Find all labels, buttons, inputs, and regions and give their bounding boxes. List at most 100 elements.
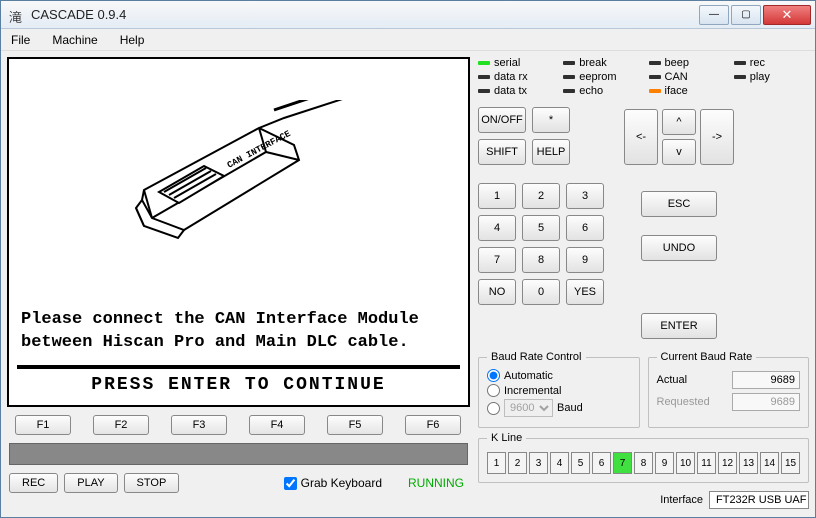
f5-button[interactable]: F5 xyxy=(327,415,383,435)
f1-button[interactable]: F1 xyxy=(15,415,71,435)
kline-3-button[interactable]: 3 xyxy=(529,452,548,474)
num-2-button[interactable]: 2 xyxy=(522,183,560,209)
kline-6-button[interactable]: 6 xyxy=(592,452,611,474)
no-button[interactable]: NO xyxy=(478,279,516,305)
led-rec: rec xyxy=(734,57,809,69)
status-text: RUNNING xyxy=(408,476,464,490)
kline-8-button[interactable]: 8 xyxy=(634,452,653,474)
num-5-button[interactable]: 5 xyxy=(522,215,560,241)
kline-12-button[interactable]: 12 xyxy=(718,452,737,474)
led-label: iface xyxy=(665,85,688,97)
baud-rate-control-group: Baud Rate Control Automatic Incremental … xyxy=(478,351,640,428)
menu-help[interactable]: Help xyxy=(116,31,149,49)
screen-message-line1: Please connect the CAN Interface Module xyxy=(21,309,456,332)
num-4-button[interactable]: 4 xyxy=(478,215,516,241)
close-button[interactable]: ✕ xyxy=(763,5,811,25)
led-data-rx: data rx xyxy=(478,71,553,83)
up-arrow-button[interactable]: ^ xyxy=(662,109,696,135)
grab-keyboard-label: Grab Keyboard xyxy=(301,476,382,490)
kline-1-button[interactable]: 1 xyxy=(487,452,506,474)
led-eeprom: eeprom xyxy=(563,71,638,83)
f2-button[interactable]: F2 xyxy=(93,415,149,435)
baud-suffix: Baud xyxy=(557,402,583,414)
esc-button[interactable]: ESC xyxy=(641,191,717,217)
rec-button[interactable]: REC xyxy=(9,473,58,493)
baud-manual-radio[interactable] xyxy=(487,402,500,415)
help-button[interactable]: HELP xyxy=(532,139,570,165)
baud-rate-legend: Baud Rate Control xyxy=(487,351,586,363)
menu-file[interactable]: File xyxy=(7,31,34,49)
num-9-button[interactable]: 9 xyxy=(566,247,604,273)
device-graphic: CAN INTERFACE xyxy=(17,67,460,303)
keypad: ON/OFF * SHIFT HELP 1 2 3 4 xyxy=(478,107,604,339)
progress-bar xyxy=(9,443,468,465)
kline-14-button[interactable]: 14 xyxy=(760,452,779,474)
stop-button[interactable]: STOP xyxy=(124,473,180,493)
app-icon: 滝 xyxy=(9,7,25,23)
undo-button[interactable]: UNDO xyxy=(641,235,717,261)
kline-2-button[interactable]: 2 xyxy=(508,452,527,474)
led-indicator-icon xyxy=(563,61,575,65)
current-baud-legend: Current Baud Rate xyxy=(657,351,757,363)
baud-incremental-radio[interactable] xyxy=(487,384,500,397)
minimize-button[interactable]: — xyxy=(699,5,729,25)
led-beep: beep xyxy=(649,57,724,69)
grab-keyboard-input[interactable] xyxy=(284,477,297,490)
left-arrow-button[interactable]: <- xyxy=(624,109,658,165)
kline-7-button[interactable]: 7 xyxy=(613,452,632,474)
screen-prompt: PRESS ENTER TO CONTINUE xyxy=(17,365,460,397)
enter-button[interactable]: ENTER xyxy=(641,313,717,339)
kline-15-button[interactable]: 15 xyxy=(781,452,800,474)
led-label: rec xyxy=(750,57,765,69)
f4-button[interactable]: F4 xyxy=(249,415,305,435)
app-window: 滝 CASCADE 0.9.4 — ▢ ✕ File Machine Help xyxy=(0,0,816,518)
kline-13-button[interactable]: 13 xyxy=(739,452,758,474)
led-label: beep xyxy=(665,57,689,69)
num-3-button[interactable]: 3 xyxy=(566,183,604,209)
num-8-button[interactable]: 8 xyxy=(522,247,560,273)
led-indicator-icon xyxy=(734,61,746,65)
onoff-button[interactable]: ON/OFF xyxy=(478,107,526,133)
led-indicator-icon xyxy=(734,75,746,79)
screen-message-line2: between Hiscan Pro and Main DLC cable. xyxy=(21,332,456,355)
window-title: CASCADE 0.9.4 xyxy=(31,7,697,22)
baud-manual-select[interactable]: 9600 xyxy=(504,399,553,417)
nav-cluster: <- ^ -> v ESC UNDO ENTER xyxy=(624,107,734,339)
left-panel: CAN INTERFACE Please connect the CAN Int… xyxy=(7,57,470,511)
f3-button[interactable]: F3 xyxy=(171,415,227,435)
current-baud-group: Current Baud Rate Actual 9689 Requested … xyxy=(648,351,810,428)
kline-4-button[interactable]: 4 xyxy=(550,452,569,474)
f6-button[interactable]: F6 xyxy=(405,415,461,435)
kline-10-button[interactable]: 10 xyxy=(676,452,695,474)
num-1-button[interactable]: 1 xyxy=(478,183,516,209)
kline-9-button[interactable]: 9 xyxy=(655,452,674,474)
kline-legend: K Line xyxy=(487,432,526,444)
menubar: File Machine Help xyxy=(1,29,815,51)
num-7-button[interactable]: 7 xyxy=(478,247,516,273)
num-0-button[interactable]: 0 xyxy=(522,279,560,305)
kline-5-button[interactable]: 5 xyxy=(571,452,590,474)
yes-button[interactable]: YES xyxy=(566,279,604,305)
down-arrow-button[interactable]: v xyxy=(662,139,696,165)
actual-baud-value: 9689 xyxy=(732,371,800,389)
play-button[interactable]: PLAY xyxy=(64,473,117,493)
grab-keyboard-checkbox[interactable]: Grab Keyboard xyxy=(284,476,382,490)
star-button[interactable]: * xyxy=(532,107,570,133)
maximize-button[interactable]: ▢ xyxy=(731,5,761,25)
can-interface-icon: CAN INTERFACE xyxy=(84,100,394,270)
shift-button[interactable]: SHIFT xyxy=(478,139,526,165)
led-label: data tx xyxy=(494,85,527,97)
requested-baud-label: Requested xyxy=(657,396,710,408)
bottom-controls: REC PLAY STOP Grab Keyboard RUNNING xyxy=(7,473,470,493)
kline-11-button[interactable]: 11 xyxy=(697,452,716,474)
right-arrow-button[interactable]: -> xyxy=(700,109,734,165)
led-indicator-icon xyxy=(563,89,575,93)
led-CAN: CAN xyxy=(649,71,724,83)
menu-machine[interactable]: Machine xyxy=(48,31,101,49)
led-indicator-icon xyxy=(478,61,490,65)
led-label: echo xyxy=(579,85,603,97)
led-label: play xyxy=(750,71,770,83)
fkey-row: F1 F2 F3 F4 F5 F6 xyxy=(7,415,470,435)
num-6-button[interactable]: 6 xyxy=(566,215,604,241)
baud-automatic-radio[interactable] xyxy=(487,369,500,382)
